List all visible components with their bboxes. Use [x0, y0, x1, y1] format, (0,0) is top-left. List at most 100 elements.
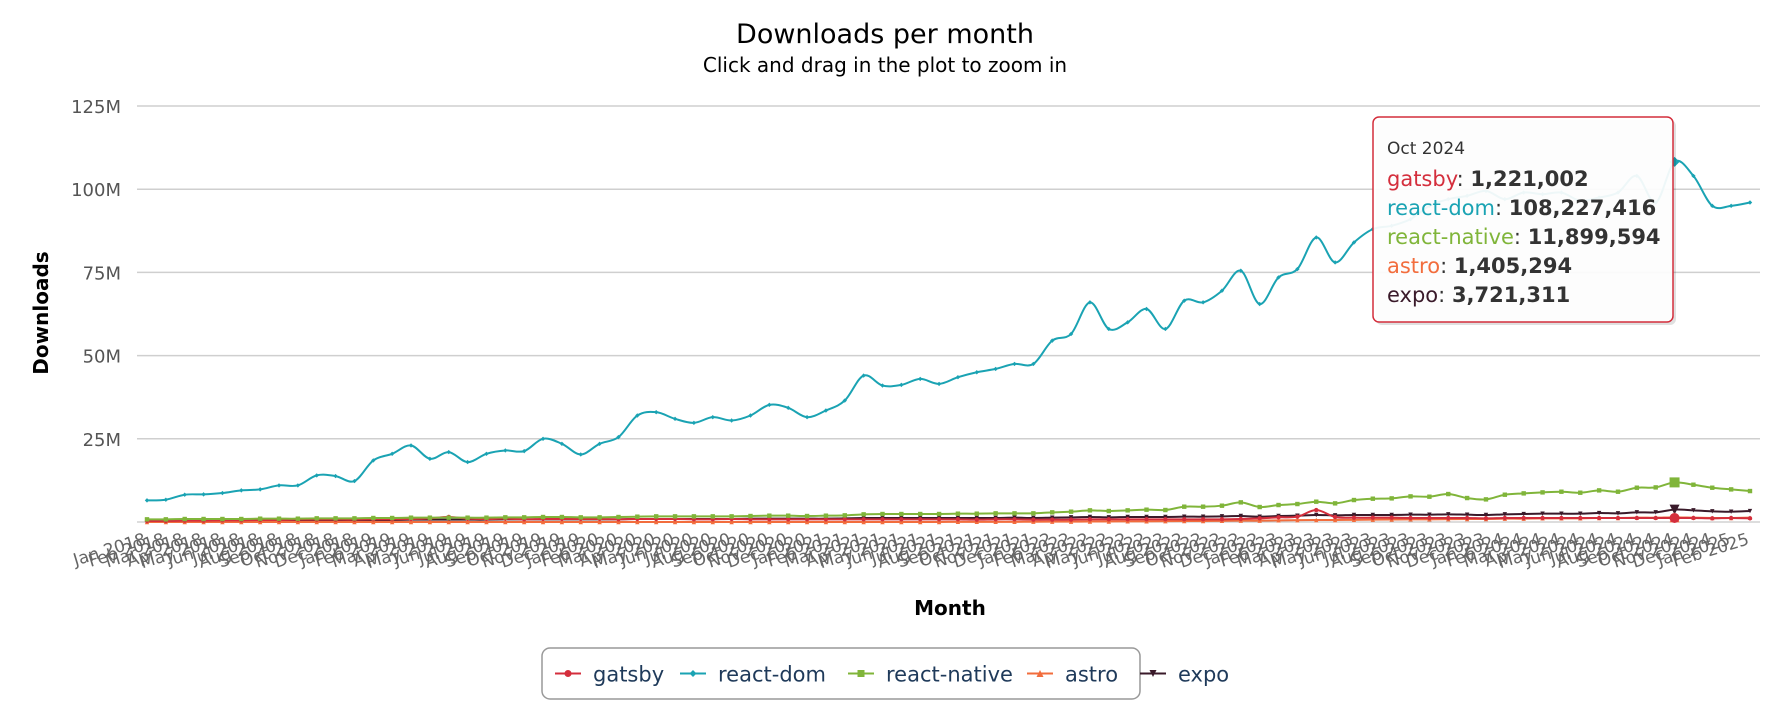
data-point-react-native[interactable] [144, 517, 150, 522]
data-point-react-native[interactable] [1238, 500, 1244, 505]
data-point-react-dom[interactable] [1068, 331, 1074, 337]
data-point-react-dom[interactable] [955, 375, 961, 380]
data-point-expo[interactable] [1747, 508, 1753, 514]
data-point-expo[interactable] [1389, 512, 1394, 518]
data-point-expo[interactable] [1596, 510, 1602, 516]
data-point-gatsby[interactable] [1710, 516, 1715, 521]
data-point-react-dom[interactable] [691, 420, 697, 426]
legend-marker-react-native[interactable] [857, 670, 865, 677]
data-point-gatsby[interactable] [1691, 515, 1696, 521]
data-point-react-dom[interactable] [1087, 300, 1093, 305]
data-point-react-dom[interactable] [974, 370, 979, 375]
data-point-gatsby[interactable] [1257, 516, 1262, 521]
data-point-react-dom[interactable] [540, 436, 546, 441]
data-point-react-dom[interactable] [503, 448, 508, 453]
data-point-react-native[interactable] [220, 516, 225, 522]
data-point-expo[interactable] [1314, 512, 1319, 518]
data-point-react-native[interactable] [446, 515, 451, 520]
data-point-gatsby[interactable] [1559, 515, 1564, 521]
data-point-gatsby[interactable] [1669, 512, 1680, 523]
data-point-react-native[interactable] [1483, 497, 1489, 502]
data-point-react-dom[interactable] [804, 414, 810, 420]
data-point-react-native[interactable] [578, 515, 583, 520]
data-point-react-native[interactable] [1464, 495, 1470, 501]
data-point-react-native[interactable] [1351, 497, 1357, 503]
data-point-astro[interactable] [918, 519, 923, 525]
data-point-gatsby[interactable] [1389, 515, 1394, 520]
data-point-react-native[interactable] [1634, 485, 1640, 490]
data-point-expo[interactable] [1144, 514, 1149, 520]
data-point-astro[interactable] [672, 519, 678, 525]
data-point-react-dom[interactable] [597, 441, 602, 446]
data-point-astro[interactable] [427, 519, 433, 525]
data-point-gatsby[interactable] [880, 517, 885, 522]
data-point-gatsby[interactable] [1408, 515, 1413, 521]
data-point-react-native[interactable] [842, 513, 847, 518]
data-point-react-native[interactable] [1106, 508, 1111, 514]
data-point-react-native[interactable] [1295, 501, 1300, 507]
data-point-react-native[interactable] [503, 515, 508, 520]
data-point-astro[interactable] [597, 519, 602, 525]
data-point-react-dom[interactable] [899, 382, 904, 388]
data-point-react-native[interactable] [239, 516, 244, 522]
data-point-react-dom[interactable] [484, 451, 489, 456]
data-point-expo[interactable] [1691, 508, 1696, 513]
data-point-react-dom[interactable] [1238, 268, 1244, 273]
data-point-astro[interactable] [729, 519, 734, 525]
data-point-react-native[interactable] [710, 514, 715, 519]
data-point-react-dom[interactable] [314, 473, 319, 478]
data-point-react-native[interactable] [861, 512, 866, 517]
data-point-react-native[interactable] [1163, 507, 1168, 513]
data-point-react-native[interactable] [1691, 482, 1696, 487]
data-point-gatsby[interactable] [748, 517, 753, 522]
data-point-astro[interactable] [352, 519, 357, 525]
data-point-expo[interactable] [1464, 512, 1470, 517]
data-point-expo[interactable] [1200, 514, 1206, 519]
data-point-react-dom[interactable] [201, 492, 206, 497]
data-point-gatsby[interactable] [767, 517, 772, 522]
data-point-react-dom[interactable] [1182, 298, 1187, 303]
data-point-astro[interactable] [1332, 517, 1338, 523]
data-point-react-native[interactable] [465, 515, 470, 520]
data-point-gatsby[interactable] [1634, 515, 1640, 521]
data-point-react-native[interactable] [1276, 502, 1281, 508]
data-point-expo[interactable] [1669, 504, 1680, 515]
data-point-expo[interactable] [1238, 513, 1244, 519]
data-point-react-native[interactable] [880, 511, 885, 517]
data-point-expo[interactable] [1540, 511, 1545, 516]
data-point-react-dom[interactable] [163, 497, 169, 502]
data-point-gatsby[interactable] [993, 517, 998, 522]
data-point-react-dom[interactable] [144, 498, 150, 503]
data-point-astro[interactable] [804, 519, 810, 525]
data-point-expo[interactable] [1653, 510, 1658, 515]
data-point-astro[interactable] [748, 519, 753, 525]
data-point-react-native[interactable] [1125, 508, 1130, 513]
data-point-react-dom[interactable] [1728, 203, 1734, 209]
data-point-astro[interactable] [880, 519, 885, 525]
data-point-astro[interactable] [1012, 519, 1017, 525]
data-point-react-native[interactable] [767, 513, 772, 518]
data-point-astro[interactable] [936, 519, 942, 525]
data-point-react-native[interactable] [1087, 508, 1093, 513]
data-point-react-native[interactable] [1427, 494, 1432, 499]
data-point-astro[interactable] [861, 519, 866, 525]
data-point-gatsby[interactable] [1332, 514, 1338, 520]
data-point-react-native[interactable] [936, 511, 942, 517]
data-point-expo[interactable] [1483, 512, 1489, 518]
data-point-gatsby[interactable] [1446, 515, 1451, 521]
data-point-astro[interactable] [371, 519, 376, 525]
data-point-gatsby[interactable] [1464, 515, 1470, 521]
data-point-expo[interactable] [1182, 514, 1187, 519]
data-point-astro[interactable] [1257, 518, 1262, 523]
data-point-expo[interactable] [1634, 510, 1640, 515]
data-point-astro[interactable] [899, 519, 904, 525]
data-point-react-native[interactable] [597, 515, 602, 520]
data-point-expo[interactable] [1427, 512, 1432, 517]
data-point-react-dom[interactable] [465, 459, 470, 465]
data-point-react-native[interactable] [540, 514, 546, 520]
data-point-react-dom[interactable] [710, 414, 715, 420]
legend-marker-gatsby[interactable] [564, 670, 572, 677]
data-point-react-dom[interactable] [729, 418, 734, 423]
data-point-gatsby[interactable] [1163, 517, 1168, 522]
data-point-react-dom[interactable] [861, 373, 866, 378]
